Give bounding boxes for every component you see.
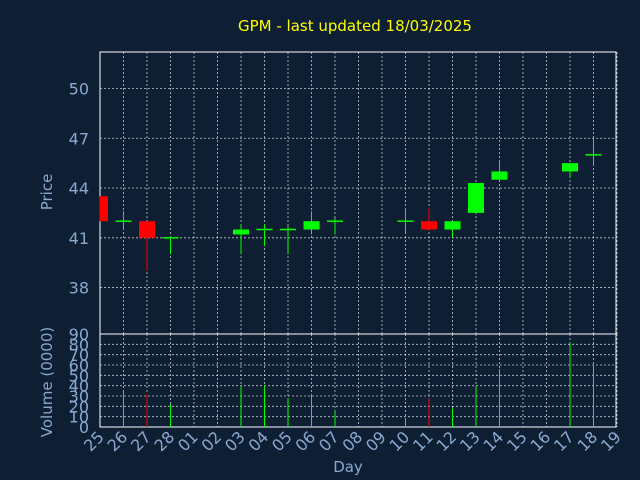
candle-body	[115, 220, 132, 222]
volume-plot-frame	[99, 333, 617, 428]
x-axis-label: Day	[333, 458, 363, 476]
candle-body	[327, 220, 343, 222]
volume-tick-label: 70	[69, 346, 89, 365]
volume-axis-label: Volume (0000)	[38, 327, 56, 437]
candle-body	[303, 221, 320, 230]
price-tick-label: 41	[69, 229, 89, 248]
candle-body	[397, 220, 414, 222]
volume-tick-label: 90	[69, 325, 89, 344]
price-tick-label: 47	[69, 129, 89, 148]
price-panel: 38 41 44 47 50	[69, 51, 618, 335]
candle-body	[585, 154, 602, 156]
volume-tick-label: 50	[69, 366, 89, 385]
volume-tick-label: 0	[79, 418, 89, 437]
candle-body	[162, 237, 179, 239]
chart-title: GPM - last updated 18/03/2025	[238, 17, 472, 35]
candle-body	[100, 196, 108, 222]
candle-body	[233, 229, 249, 235]
x-axis: 2526272801020304050607080910111213141516…	[80, 427, 625, 455]
candle-body	[256, 228, 273, 231]
candle-body	[468, 183, 484, 213]
candle-body	[139, 221, 155, 238]
candle-body	[421, 221, 437, 230]
price-tick-label: 38	[69, 279, 89, 298]
volume-tick-label: 10	[69, 408, 89, 427]
volume-tick-label: 20	[69, 397, 89, 416]
candle-body	[444, 221, 461, 230]
candle-body	[562, 163, 578, 172]
volume-tick-label: 80	[69, 335, 89, 354]
price-tick-label: 44	[69, 179, 89, 198]
candle-body	[280, 228, 296, 231]
volume-tick-label: 40	[69, 377, 89, 396]
candle-body	[491, 171, 508, 180]
price-tick-label: 50	[69, 79, 89, 98]
price-axis-label: Price	[38, 174, 56, 211]
volume-tick-label: 60	[69, 356, 89, 375]
volume-tick-label: 30	[69, 387, 89, 406]
